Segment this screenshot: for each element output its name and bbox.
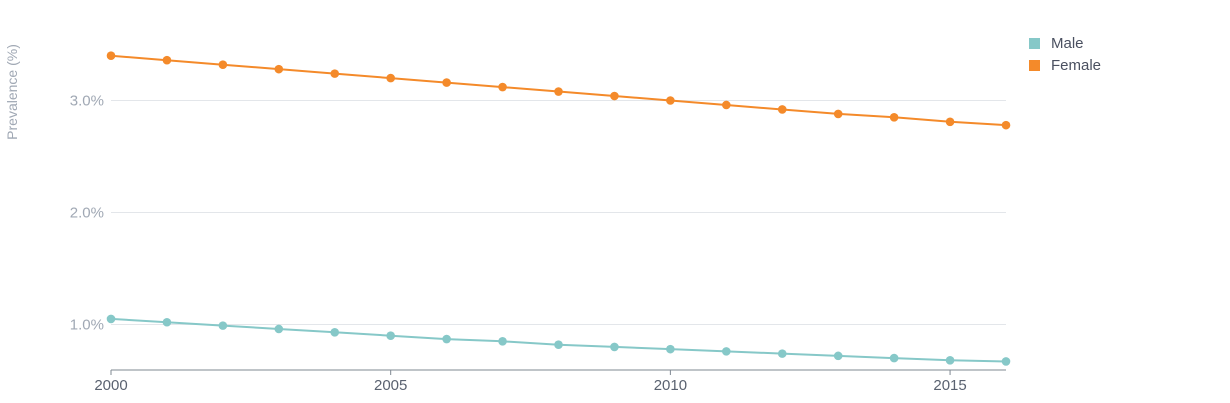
gridlines (111, 100, 1006, 325)
data-point-male[interactable] (610, 342, 619, 352)
data-point-male[interactable] (722, 347, 731, 356)
data-point-female[interactable] (945, 117, 955, 127)
legend-label: Female (1051, 57, 1101, 74)
data-point-male[interactable] (833, 351, 843, 361)
data-point-male[interactable] (218, 321, 228, 330)
data-point-male[interactable] (442, 334, 451, 344)
axes: 1.0% 2.0% 3.0% 2000 2005 2010 2015 (70, 93, 1006, 394)
y-axis-label: Prevalence (%) (4, 44, 20, 140)
data-point-male[interactable] (330, 328, 340, 337)
series-male (106, 314, 1011, 366)
legend: Male Female (1029, 35, 1101, 74)
data-point-female[interactable] (386, 73, 395, 83)
data-point-male[interactable] (945, 356, 955, 365)
data-point-female[interactable] (554, 87, 563, 96)
data-point-female[interactable] (330, 69, 340, 78)
data-point-female[interactable] (666, 96, 675, 105)
legend-item-female[interactable]: Female (1029, 57, 1101, 74)
data-point-male[interactable] (666, 344, 675, 354)
legend-swatch (1029, 60, 1040, 71)
data-point-female[interactable] (498, 82, 507, 92)
legend-label: Male (1051, 35, 1084, 52)
legend-item-male[interactable]: Male (1029, 35, 1084, 52)
data-point-female[interactable] (274, 64, 284, 74)
data-point-female[interactable] (162, 55, 172, 65)
data-point-male[interactable] (554, 340, 563, 349)
y-tick-label: 1.0% (70, 317, 104, 334)
series-lines (106, 51, 1011, 366)
data-point-female[interactable] (442, 78, 451, 87)
data-point-female[interactable] (218, 60, 228, 69)
y-tick-label: 3.0% (70, 93, 104, 110)
data-point-male[interactable] (889, 353, 899, 363)
y-tick-label: 2.0% (70, 205, 104, 222)
data-point-male[interactable] (162, 317, 172, 327)
data-point-female[interactable] (610, 91, 619, 101)
data-point-male[interactable] (777, 349, 787, 358)
data-point-female[interactable] (1001, 120, 1011, 130)
series-line-male (110, 317, 1007, 363)
data-point-female[interactable] (833, 109, 843, 119)
data-point-male[interactable] (106, 314, 116, 324)
data-point-male[interactable] (386, 331, 395, 341)
legend-swatch (1029, 38, 1040, 49)
data-point-female[interactable] (722, 100, 731, 110)
x-tick-label: 2005 (374, 377, 407, 394)
x-tick-label: 2010 (654, 377, 687, 394)
data-point-male[interactable] (498, 337, 507, 346)
data-point-male[interactable] (274, 324, 284, 334)
x-tick-label: 2015 (933, 377, 966, 394)
data-point-female[interactable] (106, 51, 116, 60)
data-point-female[interactable] (889, 113, 899, 122)
x-tick-label: 2000 (94, 377, 127, 394)
data-point-male[interactable] (1001, 357, 1011, 366)
data-point-female[interactable] (777, 105, 787, 114)
series-female (106, 51, 1011, 130)
